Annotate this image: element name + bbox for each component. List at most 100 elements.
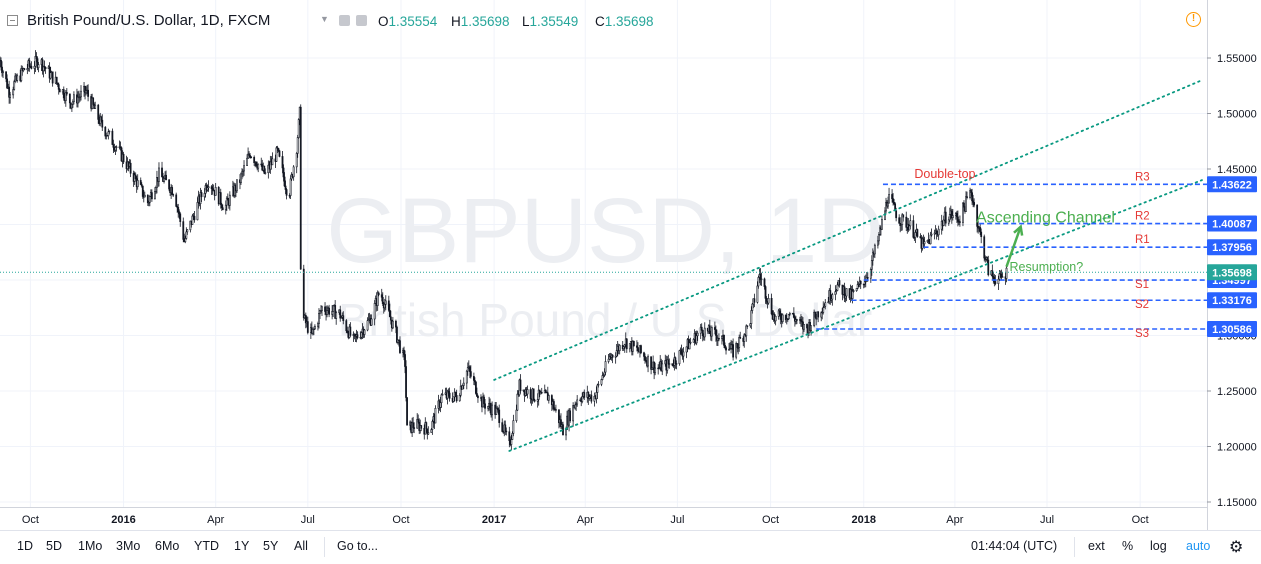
candle-body (257, 163, 260, 169)
candle-body (526, 389, 529, 395)
candle-body (469, 371, 472, 377)
level-name-s1: S1 (1135, 279, 1149, 291)
candle-body (537, 389, 540, 400)
candle-body (572, 405, 575, 422)
candle-body (314, 325, 316, 330)
candle-body (692, 339, 695, 343)
candle-body (696, 332, 699, 337)
candle-body (538, 389, 541, 395)
candle-body (43, 66, 46, 68)
candle-body (767, 298, 770, 304)
candle-body (604, 361, 607, 373)
candle-body (472, 376, 475, 381)
candle-body (363, 329, 366, 335)
percent-toggle[interactable]: % (1122, 539, 1134, 553)
candle-body (902, 214, 905, 218)
level-tag-s3: 1.30586 (1212, 324, 1252, 336)
candle-body (916, 229, 919, 237)
range-ytd[interactable]: YTD (194, 539, 219, 553)
candle-body (540, 392, 543, 394)
candle-body (631, 341, 634, 352)
candle-body (516, 393, 519, 411)
candle-body (703, 327, 706, 338)
candle-body (736, 343, 739, 348)
candle-body (753, 298, 756, 303)
candle-body (154, 190, 156, 200)
candle-body (935, 230, 938, 234)
candle-body (770, 298, 773, 315)
hide-icon[interactable] (356, 15, 367, 26)
candle-body (489, 402, 491, 409)
chevron-down-icon[interactable]: ▼ (320, 14, 329, 24)
candle-body (114, 147, 117, 151)
candle-body (396, 326, 398, 343)
candle-body (452, 396, 455, 402)
symbol-title[interactable]: British Pound/U.S. Dollar, 1D, FXCM (27, 12, 271, 29)
ascending-channel-label: Ascending Channel (976, 209, 1115, 226)
range-5y[interactable]: 5Y (263, 539, 279, 553)
candle-body (650, 356, 652, 370)
candle-body (830, 298, 833, 301)
settings-icon[interactable] (339, 15, 350, 26)
candle-body (495, 407, 498, 415)
range-1y[interactable]: 1Y (234, 539, 250, 553)
candle-body (596, 384, 599, 393)
candle-body (461, 385, 464, 390)
candle-body (62, 89, 65, 99)
range-3mo[interactable]: 3Mo (116, 539, 141, 553)
range-6mo[interactable]: 6Mo (155, 539, 180, 553)
candle-body (321, 306, 323, 311)
alert-icon[interactable]: ! (1186, 12, 1201, 27)
candle-body (723, 334, 725, 346)
candle-body (979, 227, 982, 233)
candle-body (716, 335, 718, 341)
candle-body (219, 192, 222, 205)
candle-body (878, 234, 880, 242)
candle-body (416, 419, 419, 429)
candle-body (980, 231, 983, 238)
auto-toggle[interactable]: auto (1186, 539, 1211, 553)
candle-body (987, 259, 990, 276)
log-toggle[interactable]: log (1150, 539, 1167, 553)
y-tick-label: 1.25000 (1217, 386, 1257, 398)
candle-body (997, 278, 1000, 284)
candle-body (171, 187, 174, 195)
level-tag-bg (1207, 176, 1257, 193)
candle-body (774, 315, 777, 322)
candle-body (905, 216, 908, 228)
candle-body (757, 277, 760, 287)
goto-button[interactable]: Go to... (337, 539, 378, 553)
range-all[interactable]: All (294, 539, 308, 553)
candle-body (614, 355, 617, 358)
candle-body (398, 339, 400, 341)
candle-body (36, 58, 39, 69)
candle-body (345, 320, 348, 332)
candle-body (454, 391, 457, 396)
chart-header: British Pound/U.S. Dollar, 1D, FXCM ▼ O1… (0, 0, 1261, 44)
candle-body (210, 186, 213, 189)
range-1d[interactable]: 1D (17, 539, 33, 553)
candle-body (501, 422, 504, 432)
x-tick-label: Apr (207, 514, 224, 526)
candle-body (951, 215, 954, 219)
candle-body (108, 130, 111, 133)
candle-body (852, 290, 855, 292)
candle-body (255, 161, 258, 166)
utc-clock[interactable]: 01:44:04 (UTC) (971, 539, 1058, 553)
candle-body (675, 363, 678, 365)
range-5d[interactable]: 5D (46, 539, 62, 553)
gear-icon[interactable]: ⚙ (1229, 539, 1244, 556)
price-chart[interactable]: GBPUSD, 1D British Pound / U.S. Dollar 1.5… (0, 0, 1261, 530)
collapse-icon[interactable] (7, 15, 18, 26)
range-1mo[interactable]: 1Mo (78, 539, 103, 553)
candle-body (56, 82, 59, 85)
ext-toggle[interactable]: ext (1088, 539, 1105, 553)
candle-body (140, 184, 143, 187)
candle-body (177, 207, 180, 213)
candle-body (92, 97, 95, 105)
candle-body (377, 292, 380, 296)
candle-body (745, 325, 748, 337)
candle-body (2, 71, 4, 74)
candle-body (185, 231, 188, 239)
candle-body (44, 67, 47, 69)
